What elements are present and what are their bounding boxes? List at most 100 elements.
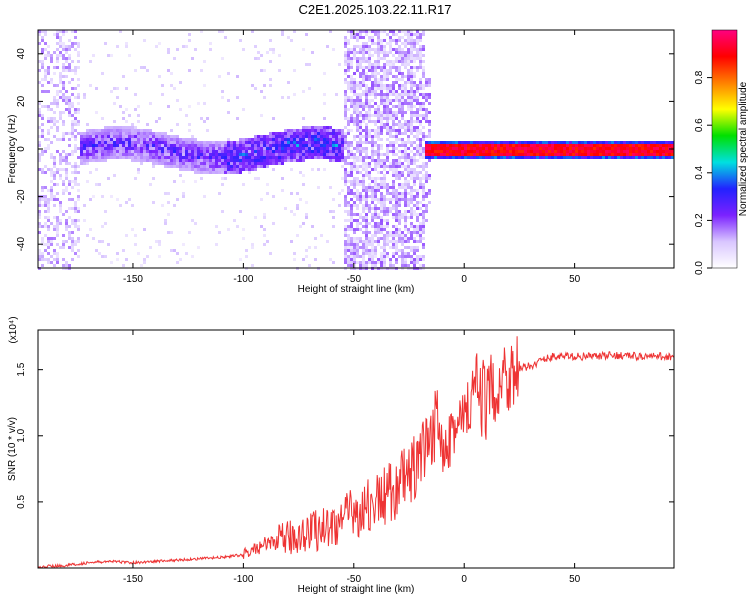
heatmap-cell: [383, 177, 386, 180]
heatmap-cell: [257, 51, 260, 54]
heatmap-cell: [533, 147, 536, 150]
heatmap-cell: [428, 144, 431, 147]
heatmap-cell: [47, 120, 50, 123]
heatmap-cell: [359, 45, 362, 48]
heatmap-cell: [587, 156, 590, 159]
heatmap-cell: [413, 72, 416, 75]
heatmap-cell: [395, 99, 398, 102]
heatmap-cell: [89, 141, 92, 144]
heatmap-cell: [230, 147, 233, 150]
heatmap-cell: [395, 213, 398, 216]
heatmap-cell: [398, 198, 401, 201]
heatmap-cell: [302, 129, 305, 132]
heatmap-cell: [77, 147, 80, 150]
heatmap-cell: [260, 90, 263, 93]
heatmap-cell: [413, 210, 416, 213]
heatmap-cell: [353, 57, 356, 60]
heatmap-cell: [404, 42, 407, 45]
heatmap-cell: [371, 159, 374, 162]
heatmap-cell: [371, 99, 374, 102]
heatmap-cell: [92, 159, 95, 162]
heatmap-cell: [347, 174, 350, 177]
heatmap-cell: [206, 117, 209, 120]
heatmap-cell: [362, 81, 365, 84]
heatmap-cell: [638, 144, 641, 147]
heatmap-cell: [365, 126, 368, 129]
heatmap-cell: [176, 156, 179, 159]
heatmap-cell: [50, 54, 53, 57]
heatmap-cell: [356, 192, 359, 195]
heatmap-cell: [101, 153, 104, 156]
heatmap-cell: [626, 147, 629, 150]
heatmap-cell: [65, 66, 68, 69]
heatmap-cell: [410, 177, 413, 180]
heatmap-cell: [395, 252, 398, 255]
heatmap-cell: [524, 150, 527, 153]
heatmap-cell: [377, 159, 380, 162]
heatmap-cell: [47, 81, 50, 84]
heatmap-cell: [62, 213, 65, 216]
heatmap-cell: [68, 66, 71, 69]
heatmap-cell: [347, 225, 350, 228]
heatmap-cell: [377, 150, 380, 153]
heatmap-cell: [131, 132, 134, 135]
heatmap-cell: [188, 153, 191, 156]
heatmap-cell: [62, 48, 65, 51]
heatmap-cell: [146, 153, 149, 156]
heatmap-cell: [350, 75, 353, 78]
heatmap-cell: [398, 93, 401, 96]
heatmap-cell: [269, 147, 272, 150]
heatmap-cell: [359, 93, 362, 96]
heatmap-cell: [218, 75, 221, 78]
heatmap-cell: [413, 183, 416, 186]
heatmap-cell: [479, 141, 482, 144]
heatmap-cell: [206, 168, 209, 171]
heatmap-cell: [182, 147, 185, 150]
heatmap-cell: [362, 243, 365, 246]
heatmap-cell: [344, 204, 347, 207]
heatmap-cell: [65, 264, 68, 267]
heatmap-cell: [302, 48, 305, 51]
heatmap-cell: [257, 144, 260, 147]
heatmap-cell: [356, 93, 359, 96]
heatmap-cell: [374, 51, 377, 54]
heatmap-cell: [473, 150, 476, 153]
heatmap-cell: [200, 150, 203, 153]
heatmap-cell: [110, 132, 113, 135]
heatmap-cell: [518, 141, 521, 144]
heatmap-cell: [641, 141, 644, 144]
heatmap-cell: [68, 231, 71, 234]
heatmap-cell: [443, 147, 446, 150]
heatmap-cell: [410, 213, 413, 216]
heatmap-cell: [308, 135, 311, 138]
heatmap-cell: [236, 153, 239, 156]
heatmap-cell: [407, 174, 410, 177]
heatmap-cell: [398, 39, 401, 42]
heatmap-cell: [164, 156, 167, 159]
heatmap-cell: [350, 114, 353, 117]
heatmap-cell: [293, 252, 296, 255]
heatmap-cell: [56, 99, 59, 102]
heatmap-cell: [53, 135, 56, 138]
heatmap-cell: [281, 33, 284, 36]
heatmap-cell: [224, 168, 227, 171]
heatmap-cell: [68, 207, 71, 210]
heatmap-cell: [251, 147, 254, 150]
heatmap-cell: [431, 141, 434, 144]
heatmap-cell: [212, 171, 215, 174]
heatmap-cell: [278, 135, 281, 138]
heatmap-cell: [452, 153, 455, 156]
heatmap-cell: [590, 156, 593, 159]
heatmap-cell: [356, 126, 359, 129]
heatmap-cell: [53, 159, 56, 162]
heatmap-cell: [176, 138, 179, 141]
heatmap-cell: [398, 165, 401, 168]
heatmap-cell: [575, 150, 578, 153]
heatmap-cell: [368, 102, 371, 105]
heatmap-cell: [347, 213, 350, 216]
heatmap-cell: [380, 159, 383, 162]
heatmap-cell: [653, 141, 656, 144]
heatmap-cell: [542, 156, 545, 159]
heatmap-cell: [350, 48, 353, 51]
heatmap-cell: [275, 135, 278, 138]
